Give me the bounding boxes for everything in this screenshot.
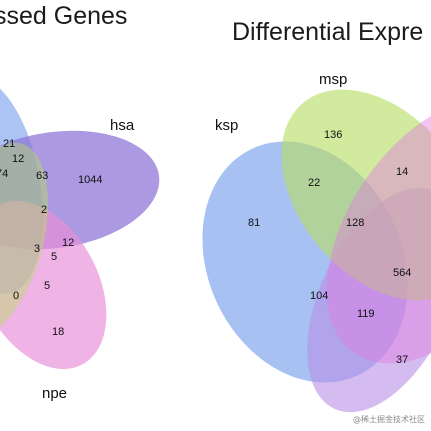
count-label: 104 (310, 290, 328, 302)
count-label: 5 (51, 251, 57, 263)
npe-set (0, 200, 107, 370)
right-venn: ksp msp 136 22 14 81 128 564 104 119 37 (202, 71, 431, 413)
count-label: 128 (346, 217, 364, 229)
count-label: 1044 (78, 174, 102, 186)
ksp-label: ksp (215, 117, 238, 134)
count-label: 0 (13, 290, 19, 302)
msp-set (281, 89, 431, 301)
watermark: @稀土掘金技术社区 (353, 415, 425, 424)
count-label: 74 (0, 168, 8, 180)
count-label: 63 (36, 170, 48, 182)
count-label: 81 (248, 217, 260, 229)
count-label: 14 (396, 166, 408, 178)
count-label: 564 (393, 267, 411, 279)
count-label: 22 (308, 177, 320, 189)
count-label: 21 (3, 138, 15, 150)
hsa-label: hsa (110, 117, 135, 134)
right-magenta-set (326, 96, 431, 364)
left-venn: hsa npe 21 12 74 63 1044 2 3 12 5 0 5 18 (0, 76, 160, 402)
npe-label: npe (42, 385, 67, 402)
count-label: 37 (396, 354, 408, 366)
msp-label: msp (319, 71, 347, 88)
count-label: 119 (357, 308, 375, 320)
count-label: 12 (62, 237, 74, 249)
count-label: 12 (12, 153, 24, 165)
count-label: 18 (52, 326, 64, 338)
left-green-set (0, 142, 49, 338)
count-label: 3 (34, 243, 40, 255)
count-label: 136 (324, 129, 342, 141)
right-diagram-title: Differential Expre (232, 18, 424, 46)
count-label: 2 (41, 204, 47, 216)
count-label: 5 (44, 280, 50, 292)
left-diagram-title: ssed Genes (0, 2, 128, 30)
